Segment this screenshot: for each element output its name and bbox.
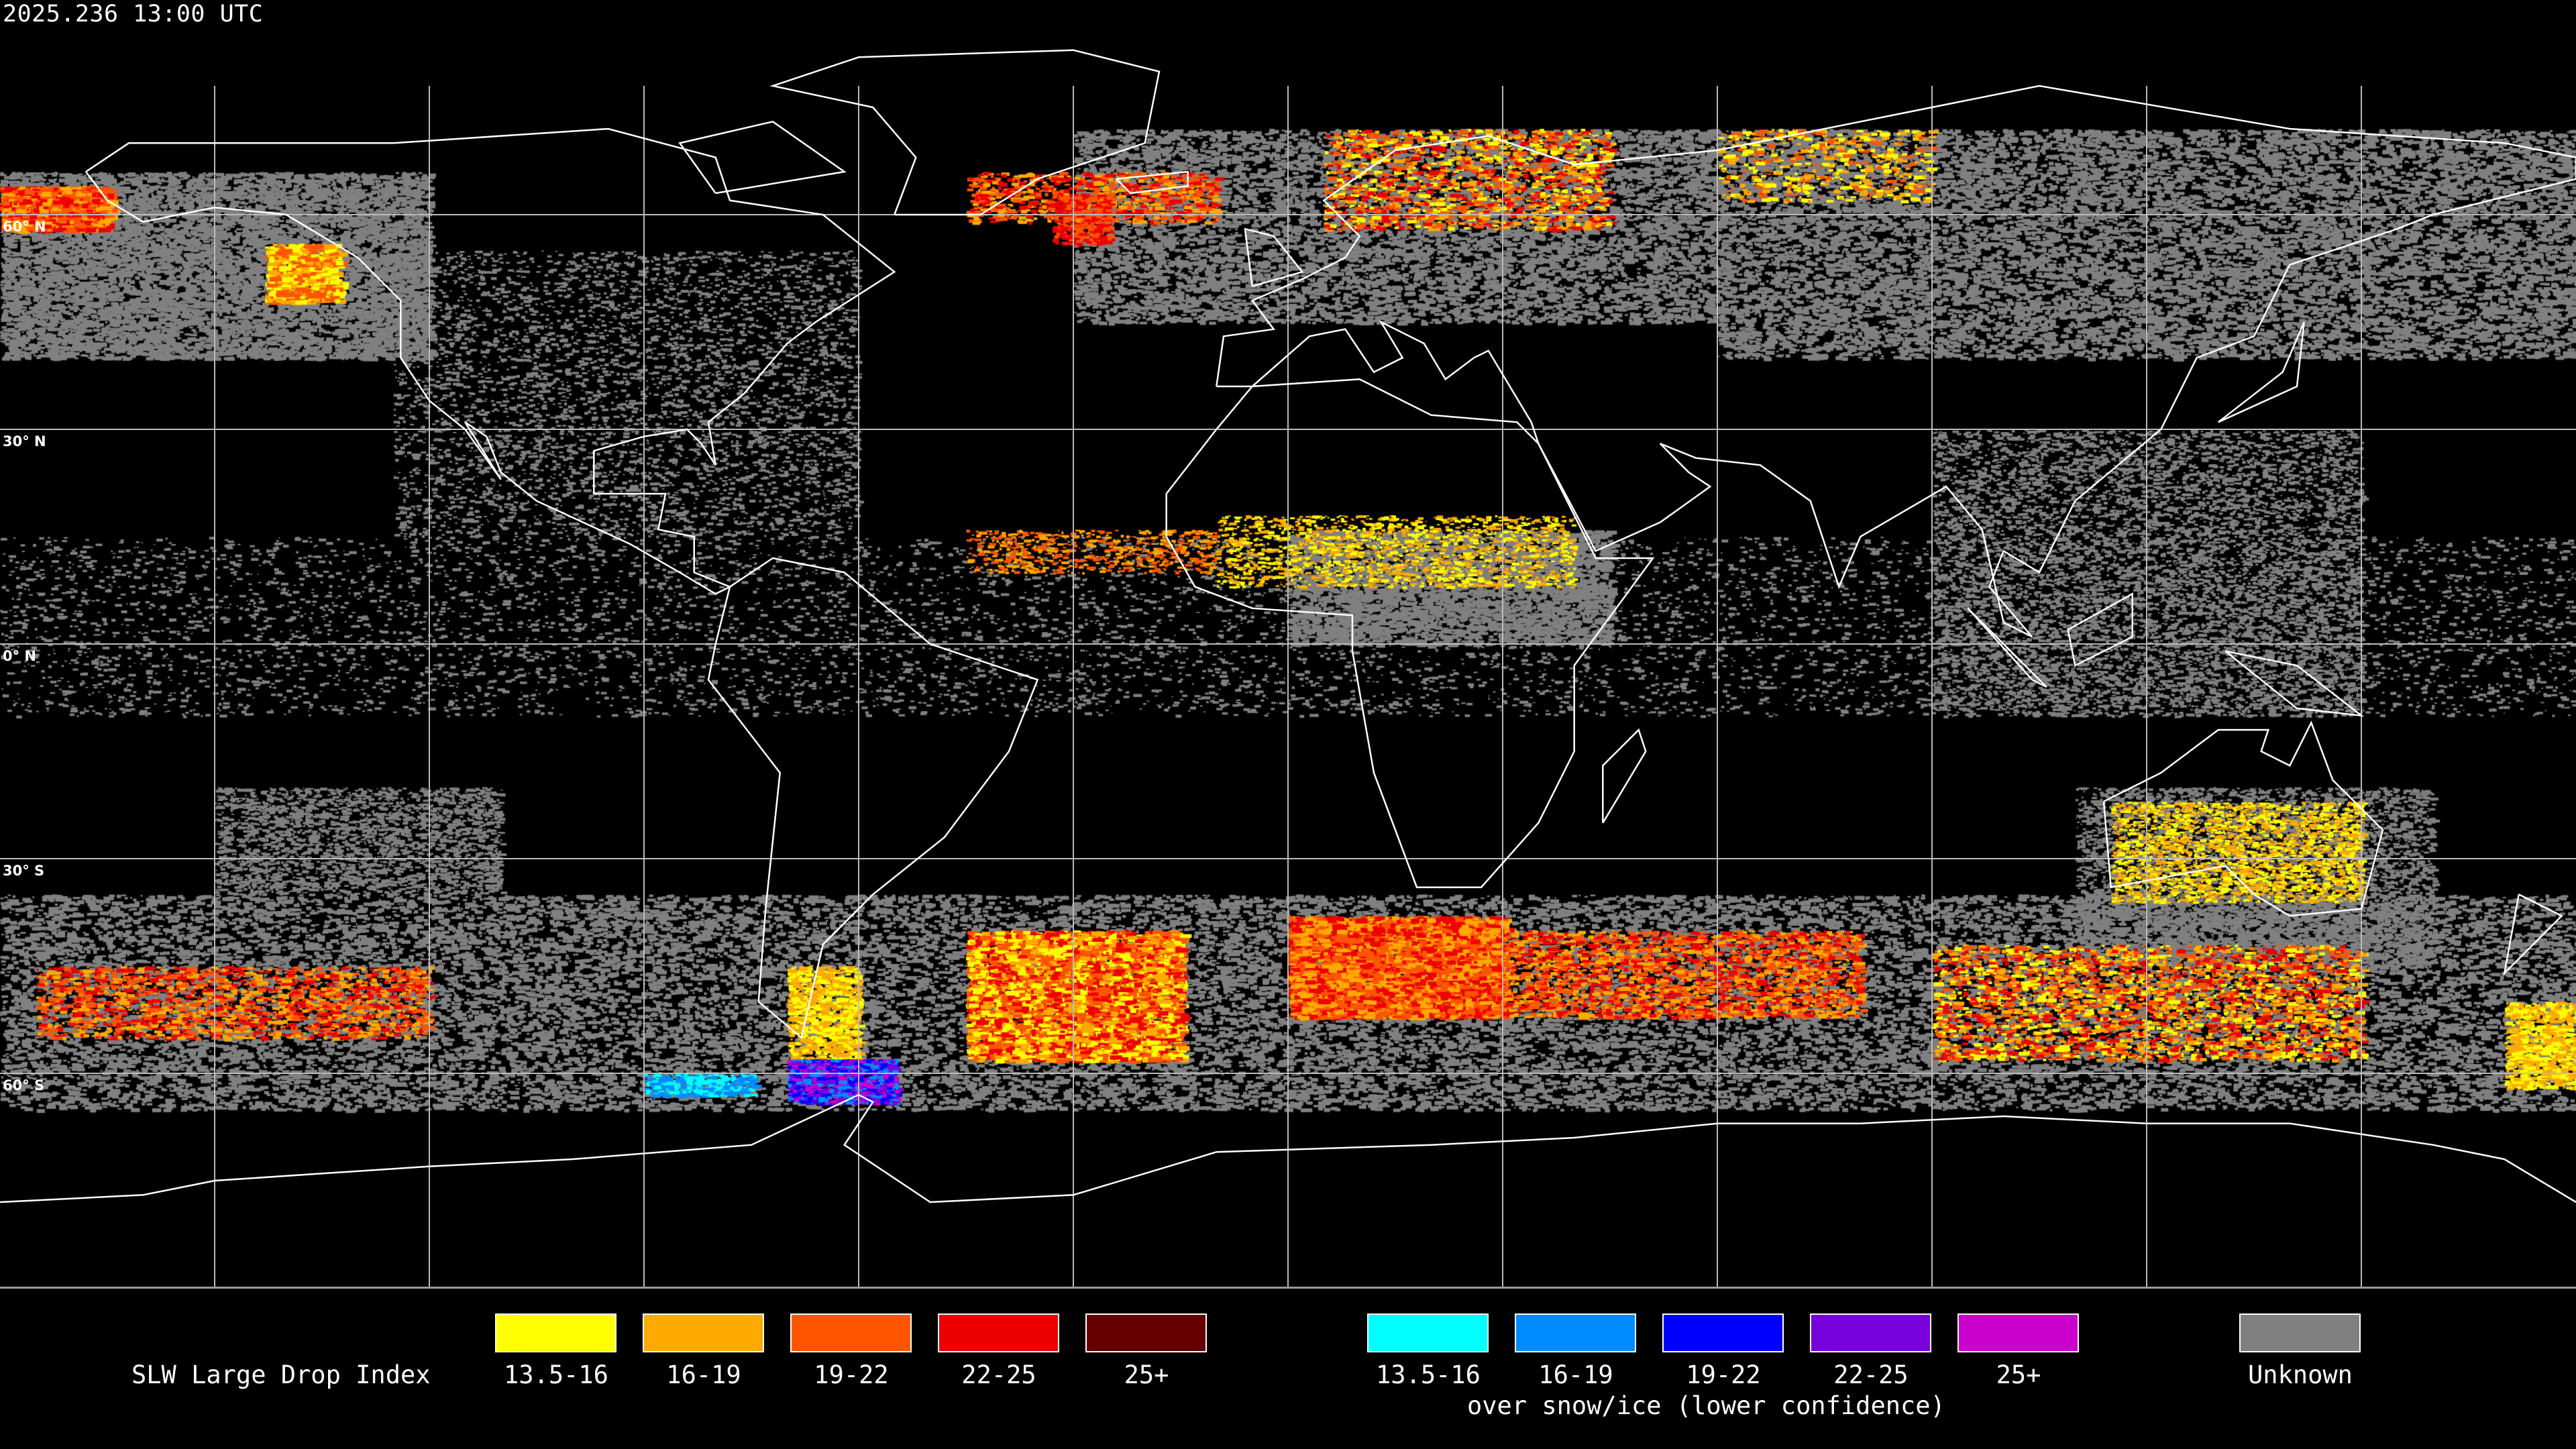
legend-snow-ice-1-label: 16-19	[1538, 1360, 1613, 1389]
legend-snow-ice-2-label: 19-22	[1686, 1360, 1761, 1389]
coastline-iceland	[1116, 170, 1189, 195]
coastline-eurasia	[1216, 85, 2576, 638]
coastline-madagascar	[1602, 728, 1647, 824]
snow-ice-caption: over snow/ice (lower confidence)	[1467, 1391, 1945, 1420]
legend-snow-ice-3-label: 22-25	[1833, 1360, 1909, 1389]
map-panel	[0, 0, 2576, 1288]
coastline-australia	[2102, 720, 2384, 917]
legend-liquid-4-label: 25+	[1124, 1360, 1169, 1389]
coastline-new-guinea	[2224, 650, 2365, 717]
coastline-japan	[2217, 321, 2305, 423]
legend-snow-ice-1-swatch	[1515, 1313, 1636, 1352]
legend-snow-ice-3-swatch	[1810, 1313, 1931, 1352]
legend-liquid-3-label: 22-25	[961, 1360, 1036, 1389]
coastline-south-america	[707, 557, 1039, 1039]
timestamp: 2025.236 13:00 UTC	[3, 1, 264, 28]
legend-liquid-4-swatch	[1085, 1313, 1207, 1352]
coastline-north-america	[85, 127, 896, 595]
lat-label-60n: 60° N	[3, 219, 46, 235]
coastline-antarctica	[0, 1093, 2576, 1203]
coastline-sumatra	[1967, 607, 2047, 688]
coastline-africa	[1165, 378, 1655, 888]
legend-liquid-0-swatch	[495, 1313, 616, 1352]
legend-liquid-1-label: 16-19	[666, 1360, 741, 1389]
coastline-baffin-island	[678, 120, 847, 195]
legend-liquid-2-label: 19-22	[814, 1360, 889, 1389]
legend-snow-ice-0-label: 13.5-16	[1376, 1360, 1481, 1389]
legend-snow-ice-4-label: 25+	[1996, 1360, 2041, 1389]
legend-liquid-3-swatch	[938, 1313, 1059, 1352]
legend-snow-ice-4-swatch	[1957, 1313, 2079, 1352]
legend-unknown-label: Unknown	[2248, 1360, 2353, 1389]
legend-unknown-swatch	[2239, 1313, 2361, 1352]
legend-liquid-1-swatch	[643, 1313, 764, 1352]
coastline-borneo	[2067, 592, 2133, 667]
legend-snow-ice-2-swatch	[1662, 1313, 1784, 1352]
legend-liquid-2-swatch	[790, 1313, 912, 1352]
coastline-new-zealand	[2503, 894, 2563, 976]
legend-liquid-0-label: 13.5-16	[504, 1360, 608, 1389]
lat-label-0n: 0° N	[3, 648, 36, 664]
lat-label-30n: 30° N	[3, 433, 46, 449]
legend-title: SLW Large Drop Index	[131, 1360, 431, 1389]
coastline-great-britain	[1244, 227, 1304, 287]
lat-label-60s: 60° S	[3, 1077, 45, 1093]
map-bottom-border	[0, 1287, 2576, 1289]
lat-label-30s: 30° S	[3, 863, 45, 879]
coastline-greenland	[769, 49, 1161, 216]
coastline-graticule-layer	[0, 49, 2576, 1288]
legend-snow-ice-0-swatch	[1367, 1313, 1489, 1352]
